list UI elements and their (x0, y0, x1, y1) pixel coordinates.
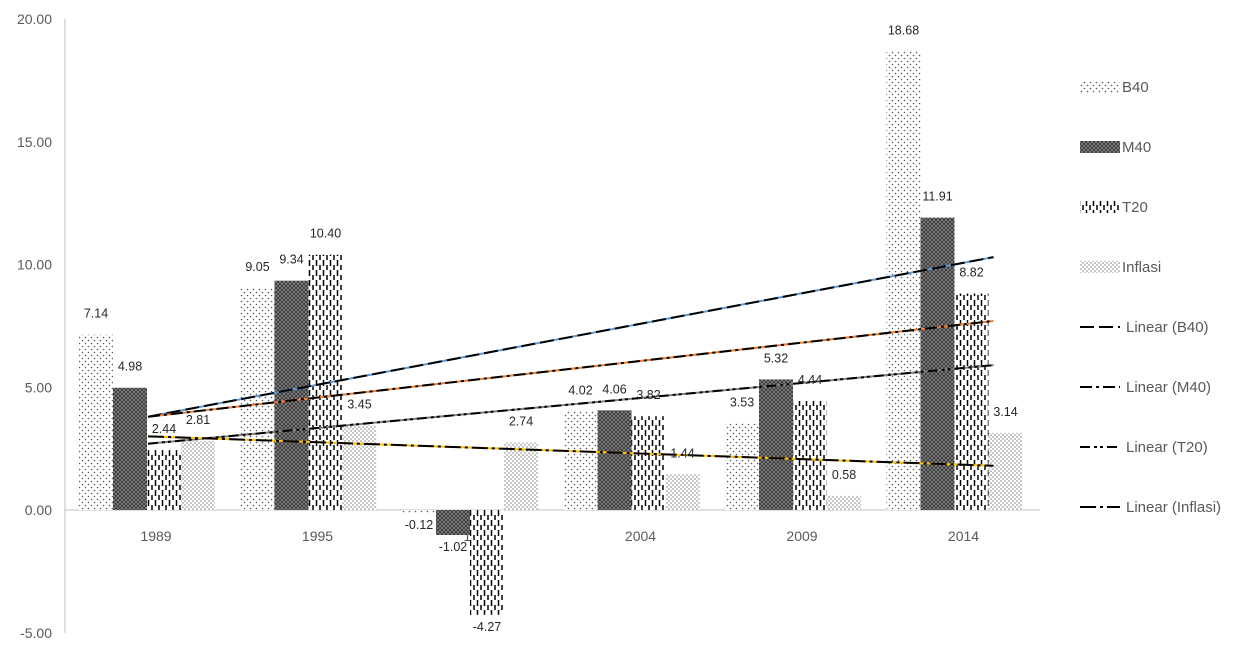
bar-t20-1989 (147, 450, 181, 510)
legend-label: Linear (B40) (1126, 319, 1209, 336)
data-label: 9.05 (245, 260, 269, 274)
legend-swatch-m40 (1080, 141, 1120, 153)
data-label: 4.02 (568, 383, 592, 397)
x-tick-label: 1995 (302, 528, 333, 544)
data-label: -4.27 (473, 620, 502, 634)
data-label: 5.32 (764, 351, 788, 365)
x-tick-label: 2004 (625, 528, 656, 544)
data-labels: 7.14 9.05 -0.12 4.02 3.53 18.68 4.98 9.34 -1.02 4… (84, 23, 1018, 633)
legend-swatch-b40 (1080, 81, 1120, 93)
y-tick-label: 0.00 (25, 502, 52, 518)
data-label: -1.02 (439, 540, 468, 554)
data-label: 9.34 (279, 253, 303, 267)
bars (79, 51, 1023, 615)
data-label: 4.06 (602, 382, 626, 396)
bar-t20-1999 (470, 510, 504, 615)
bar-m40-1999 (436, 510, 470, 536)
legend-label: Linear (T20) (1126, 439, 1208, 456)
y-tick-label: 15.00 (17, 134, 52, 150)
data-label: 2.81 (186, 413, 210, 427)
legend-swatch-t20 (1080, 201, 1120, 213)
bar-b40-1999 (402, 510, 436, 513)
bar-m40-1995 (274, 280, 309, 510)
data-label: 3.82 (636, 388, 660, 402)
data-label: 11.91 (922, 190, 952, 204)
data-label: 18.68 (888, 23, 919, 37)
data-label: 3.45 (347, 397, 371, 411)
data-label: 10.40 (310, 227, 341, 241)
y-tick-label: 10.00 (17, 257, 52, 273)
x-tick-label: 2009 (786, 528, 817, 544)
trendline-linear-t20 (147, 364, 994, 445)
bar-inflasi-2004 (665, 474, 700, 510)
bar-m40-2004 (597, 410, 632, 510)
trendlines (147, 256, 994, 467)
bar-m40-2014 (920, 217, 955, 510)
y-tick-label: 20.00 (17, 11, 52, 27)
data-label: 0.58 (832, 468, 856, 482)
x-tick-label: 2014 (948, 528, 979, 544)
bar-b40-1989 (79, 334, 113, 510)
x-tick-label: 1989 (140, 528, 171, 544)
data-label: -0.12 (405, 518, 434, 532)
legend-label: B40 (1122, 79, 1149, 96)
data-label: 2.74 (509, 415, 533, 429)
data-label: 8.82 (959, 265, 983, 279)
data-label: 3.14 (993, 405, 1017, 419)
legend-label: Linear (M40) (1126, 379, 1211, 396)
legend-label: M40 (1122, 139, 1151, 156)
y-tick-label: 5.00 (25, 379, 52, 395)
bar-inflasi-2009 (827, 495, 861, 510)
trendline-linear-b40 (147, 256, 994, 418)
bar-inflasi-1995 (342, 425, 377, 510)
bar-m40-2009 (759, 379, 793, 510)
bar-t20-2009 (793, 400, 827, 510)
legend-label: Linear (Inflasi) (1126, 499, 1221, 516)
data-label: 3.53 (730, 395, 754, 409)
data-label: 4.44 (798, 373, 822, 387)
data-label: 2.44 (152, 422, 176, 436)
bar-t20-2004 (631, 416, 666, 510)
bar-t20-2014 (954, 293, 989, 510)
legend-swatch-inflasi (1080, 261, 1120, 273)
axes: -5.000.005.0010.0015.0020.00198919951999… (17, 11, 1040, 641)
bar-b40-2009 (725, 423, 759, 510)
bar-inflasi-1999 (504, 442, 538, 510)
trendline-linear-m40 (147, 319, 994, 418)
bar-inflasi-2014 (988, 432, 1023, 510)
legend-label: Inflasi (1122, 259, 1161, 276)
data-label: 1.44 (670, 447, 694, 461)
bar-m40-1989 (113, 387, 147, 510)
bar-inflasi-1989 (181, 441, 215, 510)
data-label: 4.98 (118, 360, 142, 374)
legend-label: T20 (1122, 199, 1148, 216)
bar-b40-2004 (563, 411, 598, 510)
bar-b40-2014 (886, 51, 921, 510)
data-label: 7.14 (84, 307, 108, 321)
legend: B40 M40 T20 Inflasi Linear (B40) Linear (M40)… (1080, 79, 1221, 516)
y-tick-label: -5.00 (20, 625, 52, 641)
trendline-linear-inflasi (147, 435, 994, 467)
